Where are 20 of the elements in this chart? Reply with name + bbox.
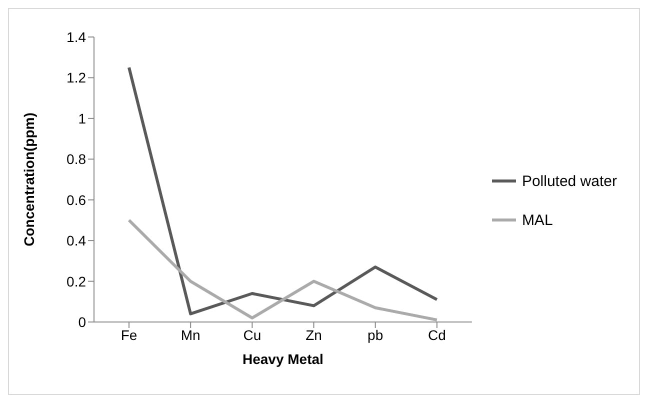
- x-tick-label: Cu: [243, 326, 262, 343]
- line-series: [128, 218, 438, 322]
- x-tick-label: Zn: [306, 326, 322, 343]
- y-tick-label: 0.6: [66, 192, 86, 208]
- x-tick-label: pb: [368, 326, 384, 343]
- y-tick-label: 0.2: [66, 273, 86, 290]
- y-tick-label: 1.2: [66, 70, 86, 86]
- line-series: [128, 66, 438, 316]
- y-tick-label: 1.4: [66, 28, 86, 45]
- legend-label: MAL: [522, 212, 553, 228]
- y-tick-label: 0.4: [66, 232, 86, 249]
- y-tick-label: 1: [78, 110, 86, 126]
- x-tick-label: Cd: [428, 326, 446, 343]
- legend-label: Polluted water: [522, 172, 617, 190]
- x-tick-label: Mn: [180, 326, 200, 343]
- x-tick-label: Fe: [120, 326, 138, 343]
- y-tick-label: 0: [78, 314, 86, 330]
- y-tick-label: 0.8: [66, 151, 86, 168]
- y-axis-title: Concentration(ppm): [20, 112, 37, 246]
- x-axis-title: Heavy Metal: [242, 351, 324, 367]
